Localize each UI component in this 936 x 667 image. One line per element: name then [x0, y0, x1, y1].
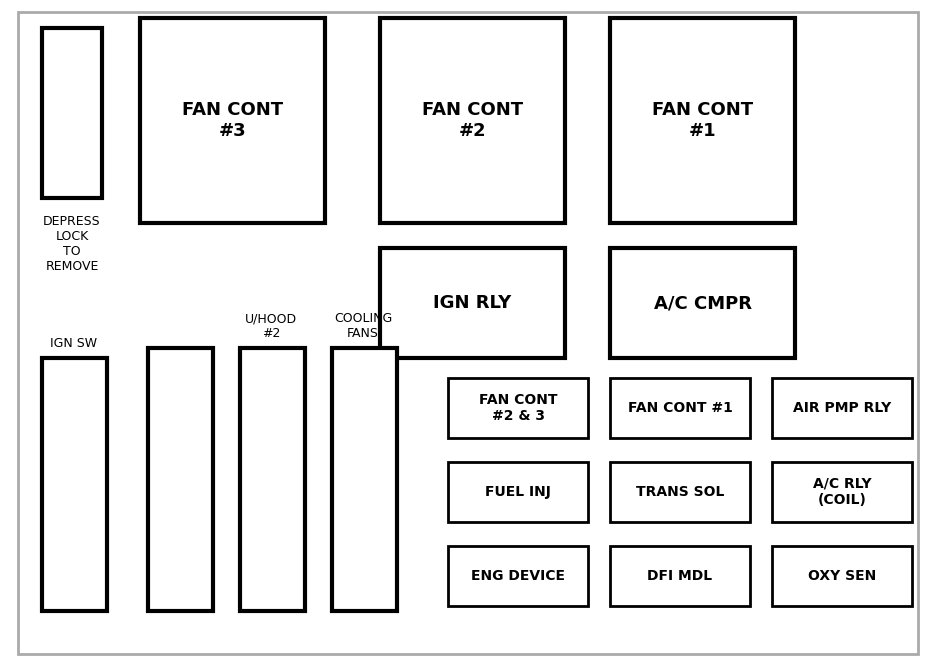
Bar — [610, 462, 750, 522]
Text: FAN CONT #1: FAN CONT #1 — [627, 401, 733, 415]
Text: FAN CONT
#1: FAN CONT #1 — [652, 101, 753, 140]
Text: FAN CONT
#2: FAN CONT #2 — [422, 101, 523, 140]
Text: OXY SEN: OXY SEN — [808, 569, 876, 583]
Bar — [332, 348, 397, 611]
Text: TRANS SOL: TRANS SOL — [636, 485, 724, 499]
Bar — [380, 248, 565, 358]
Text: A/C RLY
(COIL): A/C RLY (COIL) — [812, 477, 871, 507]
Bar — [448, 462, 588, 522]
Bar — [610, 248, 795, 358]
Bar — [610, 378, 750, 438]
Bar — [42, 28, 102, 198]
Text: IGN RLY: IGN RLY — [433, 294, 512, 312]
Bar — [772, 378, 912, 438]
Bar — [140, 18, 325, 223]
Text: A/C CMPR: A/C CMPR — [653, 294, 752, 312]
Bar — [240, 348, 305, 611]
Text: DEPRESS
LOCK
TO
REMOVE: DEPRESS LOCK TO REMOVE — [43, 215, 101, 273]
Bar — [610, 546, 750, 606]
Bar — [42, 358, 107, 611]
Text: AIR PMP RLY: AIR PMP RLY — [793, 401, 891, 415]
Bar — [448, 546, 588, 606]
Text: FAN CONT
#2 & 3: FAN CONT #2 & 3 — [478, 393, 557, 423]
Bar — [610, 18, 795, 223]
Bar — [772, 546, 912, 606]
Text: U/HOOD
#2: U/HOOD #2 — [245, 312, 297, 340]
Bar — [380, 18, 565, 223]
Text: ENG DEVICE: ENG DEVICE — [471, 569, 565, 583]
Bar — [772, 462, 912, 522]
Text: DFI MDL: DFI MDL — [648, 569, 712, 583]
Text: FUEL INJ: FUEL INJ — [485, 485, 551, 499]
Text: IGN SW: IGN SW — [51, 337, 97, 350]
Text: COOLING
FANS: COOLING FANS — [334, 312, 392, 340]
Text: FAN CONT
#3: FAN CONT #3 — [182, 101, 283, 140]
Bar — [448, 378, 588, 438]
Bar — [148, 348, 213, 611]
